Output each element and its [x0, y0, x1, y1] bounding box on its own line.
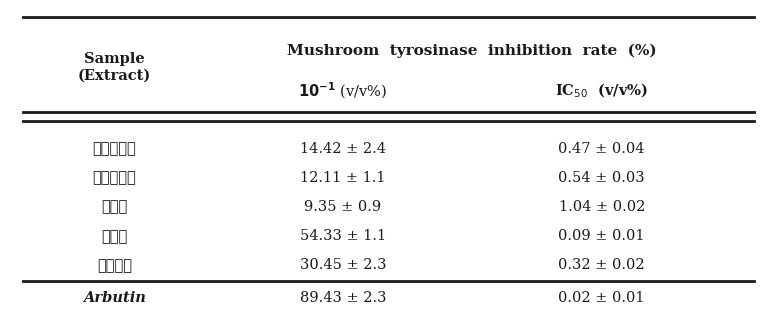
Text: Mushroom  tyrosinase  inhibition  rate  (%): Mushroom tyrosinase inhibition rate (%) [287, 44, 657, 58]
Text: 12.11 ± 1.1: 12.11 ± 1.1 [300, 171, 385, 185]
Text: 89.43 ± 2.3: 89.43 ± 2.3 [300, 291, 386, 305]
Text: $\mathbf{10^{-1}}$ (v/v%): $\mathbf{10^{-1}}$ (v/v%) [298, 80, 387, 101]
Text: 0.02 ± 0.01: 0.02 ± 0.01 [559, 291, 645, 305]
Text: Sample
(Extract): Sample (Extract) [78, 53, 151, 83]
Text: 0.09 ± 0.01: 0.09 ± 0.01 [559, 229, 645, 243]
Text: 나도수영: 나도수영 [97, 258, 132, 273]
Text: 신선초: 신선초 [101, 200, 127, 215]
Text: 0.32 ± 0.02: 0.32 ± 0.02 [559, 259, 645, 272]
Text: 0.47 ± 0.04: 0.47 ± 0.04 [559, 142, 645, 156]
Text: 1.04 ± 0.02: 1.04 ± 0.02 [559, 200, 645, 214]
Text: IC$_{50}$  (v/v%): IC$_{50}$ (v/v%) [556, 81, 648, 100]
Text: 14.42 ± 2.4: 14.42 ± 2.4 [300, 142, 386, 156]
Text: 54.33 ± 1.1: 54.33 ± 1.1 [300, 229, 386, 243]
Text: 금선력: 금선력 [101, 229, 127, 244]
Text: 에키네시아: 에키네시아 [92, 171, 136, 186]
Text: 색시프라가: 색시프라가 [92, 141, 136, 156]
Text: 0.54 ± 0.03: 0.54 ± 0.03 [559, 171, 645, 185]
Text: Arbutin: Arbutin [83, 291, 146, 305]
Text: 30.45 ± 2.3: 30.45 ± 2.3 [300, 259, 386, 272]
Text: 9.35 ± 0.9: 9.35 ± 0.9 [305, 200, 382, 214]
